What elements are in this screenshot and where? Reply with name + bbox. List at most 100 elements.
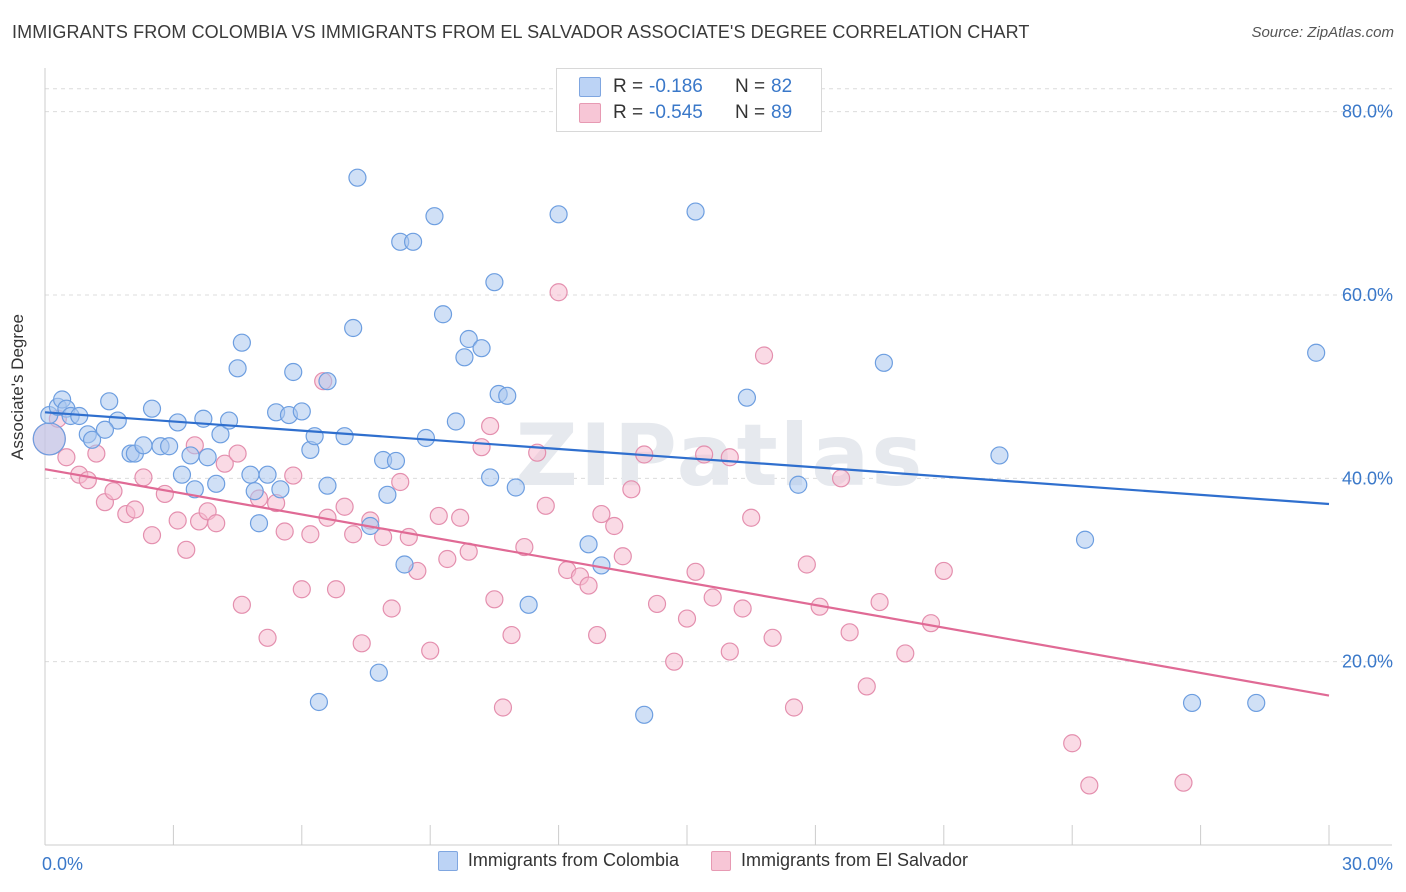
tick-labels: 20.0% 40.0% 60.0% 80.0% 0.0% 30.0% <box>42 102 1393 874</box>
el-salvador-point <box>1080 776 1099 795</box>
y-tick-label: 40.0% <box>1342 468 1393 488</box>
colombia-point <box>1307 343 1326 362</box>
colombia-point <box>481 468 500 487</box>
el-salvador-point <box>207 514 226 533</box>
colombia-point <box>403 232 423 251</box>
el-salvador-point <box>485 590 504 609</box>
el-salvador-point <box>579 576 598 595</box>
el-salvador-point <box>840 623 859 642</box>
el-salvador-point <box>857 677 876 696</box>
colombia-point <box>990 446 1009 465</box>
colombia-point <box>874 353 893 372</box>
colombia-point <box>737 388 757 407</box>
el-salvador-point <box>588 625 607 645</box>
colombia-point <box>335 427 354 446</box>
el-salvador-point <box>742 508 761 527</box>
legend-item-el-salvador[interactable]: Immigrants from El Salvador <box>710 850 969 871</box>
el-salvador-point <box>301 525 320 544</box>
chart-title: IMMIGRANTS FROM COLOMBIA VS IMMIGRANTS F… <box>12 22 1030 42</box>
y-axis-label: Associate's Degree <box>8 314 27 460</box>
el-salvador-point <box>258 628 277 647</box>
el-salvador-point <box>421 641 440 660</box>
colombia-point <box>318 372 337 391</box>
el-salvador-point <box>763 628 782 647</box>
el-salvador-point <box>515 537 534 557</box>
el-salvador-point <box>352 634 371 653</box>
colombia-point <box>455 348 474 367</box>
legend-label-el-salvador: Immigrants from El Salvador <box>740 850 969 870</box>
stats-n-value-colombia: 82 <box>771 76 793 97</box>
colombia-point <box>249 514 269 533</box>
el-salvador-point <box>733 599 752 618</box>
el-salvador-point <box>215 454 234 473</box>
el-salvador-point <box>438 549 457 569</box>
el-salvador-point <box>493 698 513 717</box>
y-tick-label: 60.0% <box>1342 285 1393 305</box>
el-salvador-point <box>335 497 354 516</box>
colombia-point <box>378 485 397 504</box>
colombia-point <box>1247 693 1266 713</box>
el-salvador-point <box>326 580 346 599</box>
x-tick-label: 30.0% <box>1342 854 1393 874</box>
colombia-point <box>258 465 277 484</box>
el-salvador-point <box>754 346 774 365</box>
axes <box>44 68 1392 846</box>
colombia-point <box>425 207 444 226</box>
colombia-point <box>459 329 478 349</box>
colombia-point <box>348 168 367 187</box>
colombia-point <box>95 420 115 439</box>
colombia-point <box>395 555 414 574</box>
stats-r-label: R = <box>613 76 644 97</box>
el-salvador-point <box>472 438 491 457</box>
el-salvador-point <box>665 652 684 671</box>
el-salvador-point <box>686 562 705 581</box>
colombia-point <box>271 480 290 499</box>
trend-lines <box>44 411 1330 697</box>
el-salvador-point <box>284 466 303 485</box>
colombia-point <box>506 478 525 497</box>
el-salvador-point <box>549 283 568 302</box>
el-salvador-point <box>168 511 187 530</box>
colombia-point <box>446 412 465 431</box>
el-salvador-point <box>592 504 611 524</box>
colombia-point <box>172 465 192 484</box>
legend-item-colombia[interactable]: Immigrants from Colombia <box>437 850 679 871</box>
colombia-point <box>181 446 200 465</box>
legend-swatch-colombia <box>437 850 458 871</box>
colombia-point <box>134 436 153 455</box>
colombia-point <box>472 339 491 358</box>
el-salvador-point <box>647 594 667 614</box>
el-salvador-point <box>125 500 144 519</box>
el-salvador-point <box>344 525 363 544</box>
el-salvador-point <box>677 609 697 628</box>
trend-line-el-salvador <box>44 468 1330 697</box>
colombia-point <box>579 535 598 554</box>
colombia-point <box>284 362 303 382</box>
y-tick-label: 80.0% <box>1342 102 1393 122</box>
legend: Immigrants from Colombia Immigrants from… <box>0 850 1406 871</box>
series-colombia-points <box>32 168 1326 724</box>
el-salvador-point <box>142 526 162 545</box>
el-salvador-point <box>720 642 739 661</box>
el-salvador-point <box>605 516 624 536</box>
gridlines <box>45 88 1392 663</box>
legend-swatch-el-salvador <box>710 850 731 871</box>
colombia-point <box>485 273 504 292</box>
el-salvador-point <box>292 580 311 599</box>
el-salvador-point <box>228 444 247 463</box>
el-salvador-point <box>429 506 448 526</box>
colombia-point <box>433 305 453 324</box>
colombia-point <box>160 437 179 456</box>
el-salvador-point <box>622 480 641 499</box>
colombia-point <box>82 430 102 449</box>
colombia-point <box>318 476 337 495</box>
watermark: ZIPatlas <box>516 406 925 506</box>
x-tick-label: 0.0% <box>42 854 83 874</box>
colombia-point <box>1075 530 1095 549</box>
colombia-point <box>228 359 247 378</box>
colombia-point <box>635 705 654 724</box>
colombia-point <box>207 474 226 493</box>
el-salvador-point <box>57 448 76 467</box>
stats-r-label: R = <box>613 102 644 123</box>
colombia-point <box>369 663 388 682</box>
